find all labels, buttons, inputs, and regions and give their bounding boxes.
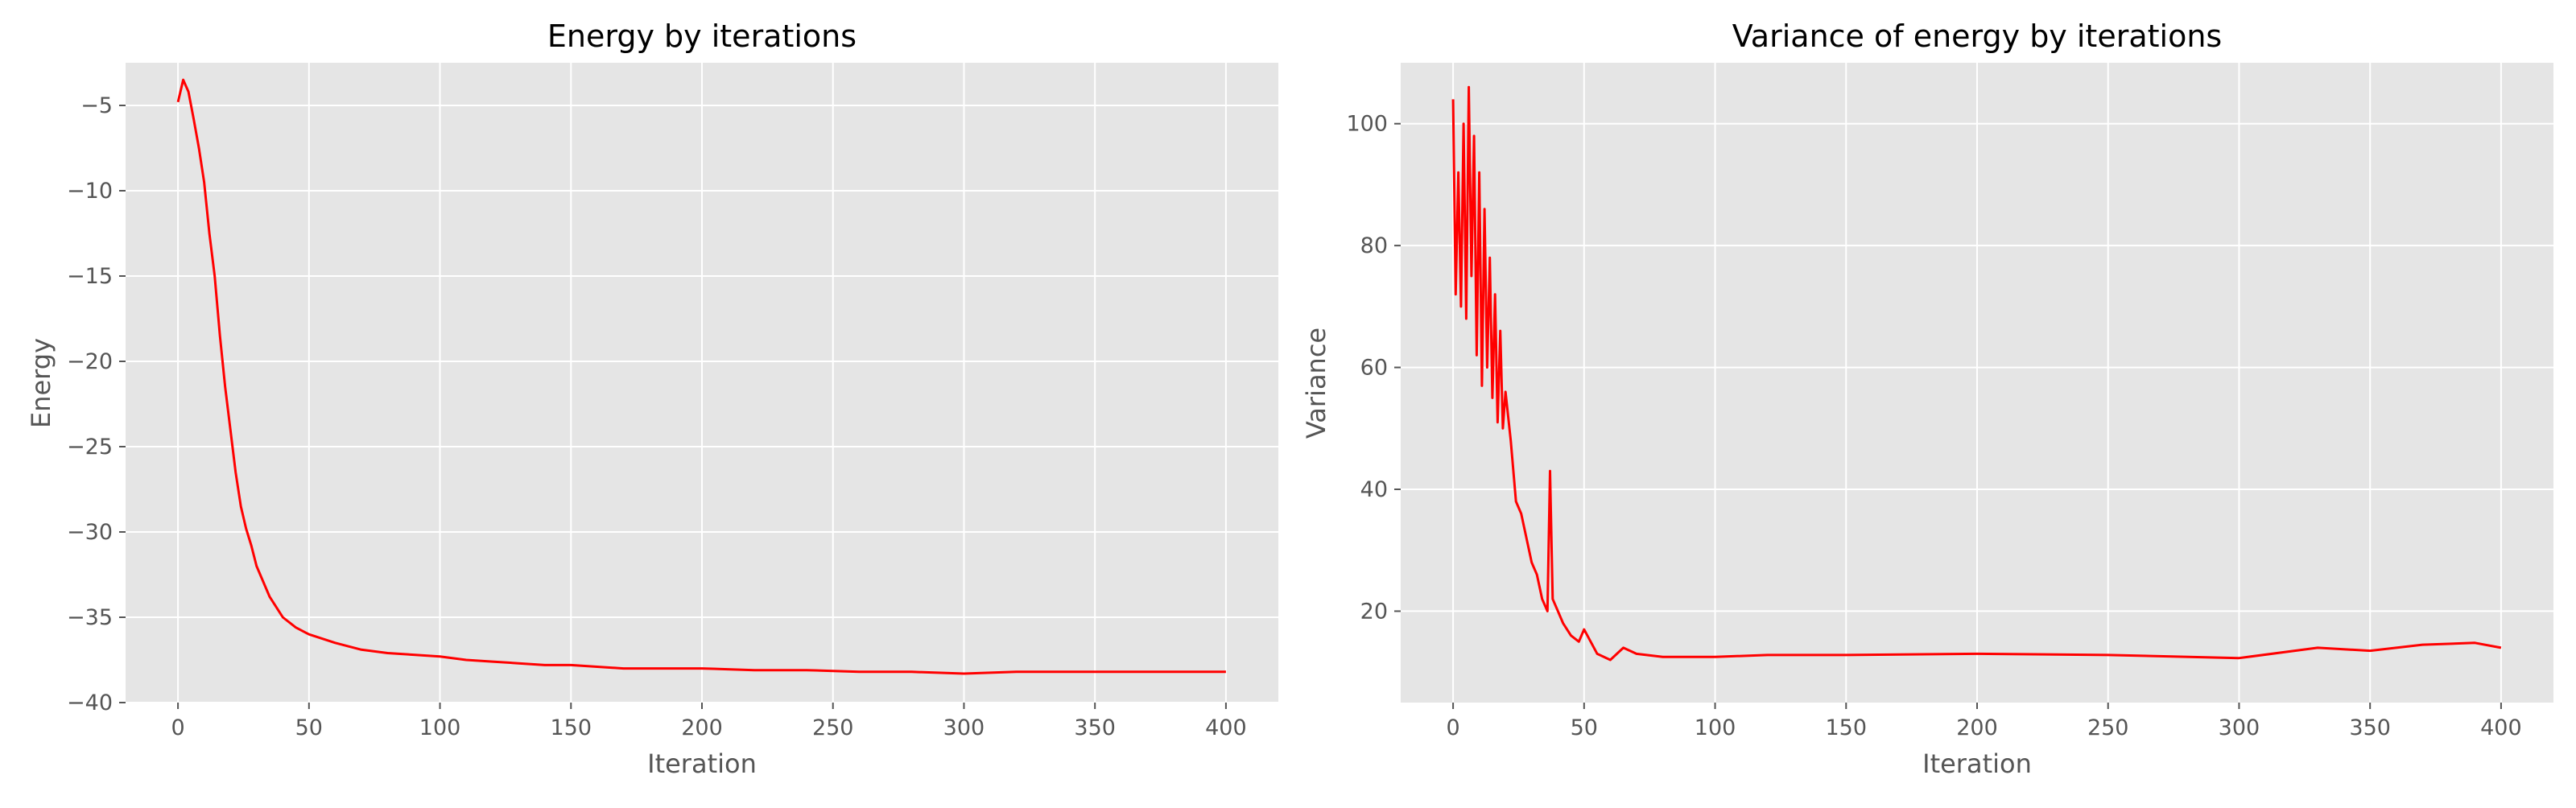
y-tick-label: −15 [67, 264, 113, 289]
x-tick-label: 300 [2219, 715, 2260, 740]
y-ticks: −40 −35 −30 −25 −20 −15 −10 −5 [67, 93, 126, 715]
x-tick-label: 350 [1074, 715, 1116, 740]
x-tick-label: 50 [1571, 715, 1598, 740]
x-tick-label: 250 [812, 715, 854, 740]
y-axis-label: Energy [26, 338, 56, 428]
y-tick-label: 60 [1360, 356, 1388, 381]
y-tick-label: −5 [80, 93, 113, 118]
y-tick-label: −35 [67, 605, 113, 630]
y-tick-label: −10 [67, 179, 113, 204]
energy-chart: 0 50 100 150 200 250 300 350 400 −40 −35 −30 −25 −20… [26, 19, 1278, 779]
x-ticks: 0 50 100 150 200 250 300 350 400 [1446, 703, 2522, 740]
x-axis-label: Iteration [647, 748, 757, 779]
x-tick-label: 300 [943, 715, 985, 740]
y-tick-label: −40 [67, 691, 113, 715]
x-tick-label: 150 [1825, 715, 1867, 740]
x-tick-label: 250 [2087, 715, 2129, 740]
x-tick-label: 0 [171, 715, 184, 740]
y-gridlines [1401, 122, 2553, 612]
y-tick-label: −25 [67, 435, 113, 460]
series-line [1451, 85, 2502, 662]
y-tick-label: 40 [1360, 477, 1388, 502]
x-tick-label: 350 [2349, 715, 2391, 740]
series-group [176, 78, 1226, 675]
x-tick-label: 150 [550, 715, 592, 740]
chart-title: Variance of energy by iterations [1732, 19, 2222, 54]
x-ticks: 0 50 100 150 200 250 300 350 400 [171, 703, 1247, 740]
chart-title: Energy by iterations [547, 19, 857, 54]
x-tick-label: 100 [419, 715, 461, 740]
variance-chart: 0 50 100 150 200 250 300 350 400 20 40 60 80 100 Var… [1301, 19, 2553, 779]
x-gridlines [177, 63, 1227, 703]
series-group [1451, 85, 2502, 662]
y-axis-label: Variance [1301, 328, 1331, 439]
x-tick-label: 200 [1956, 715, 1998, 740]
y-tick-label: −30 [67, 520, 113, 545]
x-tick-label: 50 [295, 715, 323, 740]
y-tick-label: 100 [1346, 112, 1388, 137]
x-tick-label: 400 [1205, 715, 1247, 740]
x-tick-label: 100 [1695, 715, 1736, 740]
x-tick-label: 400 [2480, 715, 2522, 740]
x-tick-label: 200 [681, 715, 723, 740]
series-line [176, 78, 1226, 675]
x-axis-label: Iteration [1922, 748, 2032, 779]
y-tick-label: −20 [67, 349, 113, 374]
y-ticks: 20 40 60 80 100 [1346, 112, 1401, 624]
y-tick-label: 20 [1360, 599, 1388, 624]
y-tick-label: 80 [1360, 233, 1388, 258]
x-tick-label: 0 [1446, 715, 1459, 740]
